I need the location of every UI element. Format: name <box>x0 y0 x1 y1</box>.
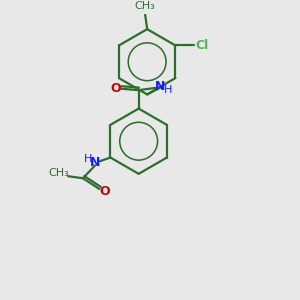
Text: H: H <box>164 85 172 95</box>
Text: H: H <box>83 154 92 164</box>
Text: N: N <box>90 156 100 169</box>
Text: Cl: Cl <box>196 39 209 52</box>
Text: CH₃: CH₃ <box>49 168 69 178</box>
Text: O: O <box>99 185 110 198</box>
Text: O: O <box>111 82 121 95</box>
Text: N: N <box>155 80 165 93</box>
Text: CH₃: CH₃ <box>134 2 155 11</box>
